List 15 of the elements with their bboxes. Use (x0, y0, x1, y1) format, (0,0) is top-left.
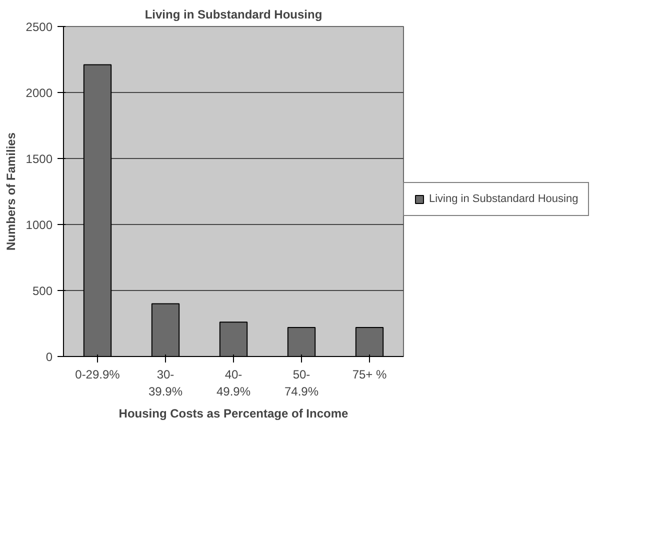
chart-title: Living in Substandard Housing (144, 8, 322, 22)
x-tick-label: 50-74.9% (284, 368, 319, 398)
x-tick-label: 30-39.9% (148, 368, 183, 398)
x-tick-label: 0-29.9% (75, 368, 120, 382)
y-tick-label: 500 (32, 284, 53, 298)
y-tick-label: 2500 (26, 20, 53, 34)
y-tick-label: 0 (46, 350, 53, 364)
x-tick-label: 40-49.9% (216, 368, 251, 398)
y-tick-label: 2000 (26, 86, 53, 100)
x-axis-title: Housing Costs as Percentage of Income (118, 406, 349, 420)
y-axis-title: Numbers of Families (4, 132, 18, 251)
legend-label: Living in Substandard Housing (429, 193, 578, 205)
y-tick-label: 1500 (26, 152, 53, 166)
y-tick-label: 1000 (26, 218, 53, 232)
x-tick-label: 75+ % (352, 368, 388, 382)
